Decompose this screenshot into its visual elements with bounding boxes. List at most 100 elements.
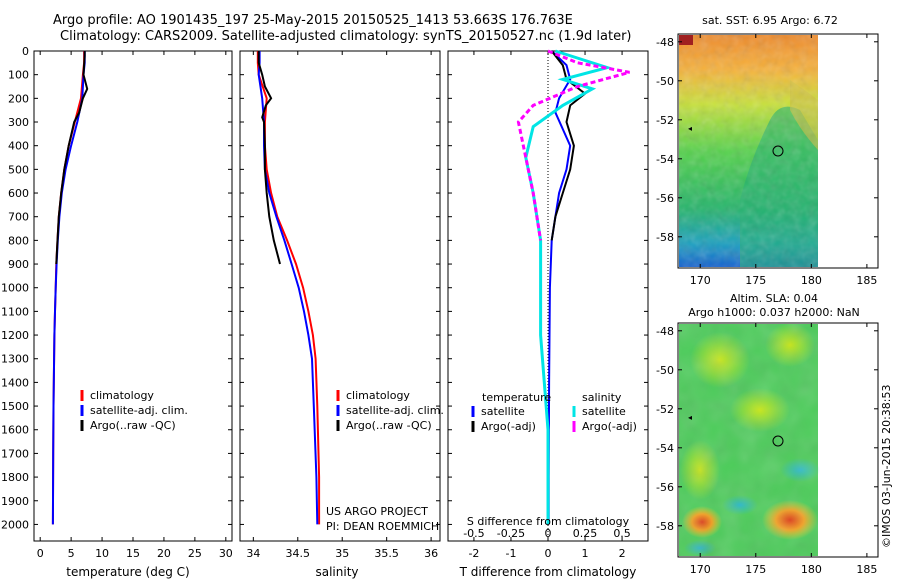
temperature-plot: 0 5 10 15 20 25 30 climatology satellite-adj. cl…: [34, 50, 233, 560]
map-x-tick-label: 170: [690, 274, 711, 287]
map-y-tick-label: -52: [656, 403, 674, 416]
temperature-plot-frame: [33, 50, 233, 542]
map-y-tick-label: -50: [656, 75, 674, 88]
x-tick-label: 34.5: [286, 547, 311, 560]
sla-map-small-marker: ◂: [688, 413, 692, 422]
depth-tick-label: 100: [8, 69, 29, 82]
map-y-tick-label: -54: [656, 153, 674, 166]
map-x-tick-label: 185: [856, 563, 877, 576]
temperature-xlabel: temperature (deg C): [66, 565, 189, 579]
depth-tick-label: 2000: [1, 518, 29, 531]
map-y-tick-label: -50: [656, 364, 674, 377]
map-x-tick-label: 175: [745, 274, 766, 287]
series-line-salinity-satellite: [524, 49, 613, 525]
depth-tick-label: 1800: [1, 471, 29, 484]
depth-tick-labels: 0 100 200 300 400 500 600 700 800 900 1000 1100 1200…: [1, 45, 29, 531]
difference-plot: -2 -1 0 1 2 -0.5 -0.25 0 0.25 0.5 temperature salin…: [448, 49, 648, 560]
sla-noise-overlay: [679, 324, 818, 556]
legend-label: Argo(-adj): [582, 420, 637, 433]
sla-map-axes: 170 175 180 185 -48 -50 -52 -54 -56 -58: [656, 323, 878, 576]
map-y-tick-label: -58: [656, 231, 674, 244]
legend-label: satellite: [481, 405, 525, 418]
t-tick-label: -2: [468, 547, 479, 560]
depth-tick-label: 600: [8, 187, 29, 200]
legend-label: satellite-adj. clim.: [90, 404, 188, 417]
sst-map-axes: 170 175 180 185 -48 -50 -52 -54 -56 -58: [656, 34, 878, 287]
map-y-tick-label: -48: [656, 325, 674, 338]
sst-map-field: [679, 35, 818, 268]
series-line-satellite-adj-clim-: [257, 51, 319, 525]
legend-label: Argo(..raw -QC): [90, 419, 176, 432]
depth-tick-label: 700: [8, 211, 29, 224]
map-y-tick-label: -54: [656, 442, 674, 455]
map-y-tick-label: -56: [656, 481, 674, 494]
x-tick-label: 0: [37, 547, 44, 560]
depth-tick-label: 1300: [1, 353, 29, 366]
map-y-tick-label: -56: [656, 192, 674, 205]
x-tick-label: 36: [424, 547, 438, 560]
map-y-tick-label: -52: [656, 114, 674, 127]
map-x-tick-label: 170: [690, 563, 711, 576]
map-y-tick-label: -48: [656, 36, 674, 49]
salinity-xlabel: salinity: [315, 565, 358, 579]
figure-title-line2: Climatology: CARS2009. Satellite-adjuste…: [60, 29, 632, 44]
project-annotation-line2: PI: DEAN ROEMMICH: [326, 520, 439, 533]
map-x-tick-label: 175: [745, 563, 766, 576]
s-difference-label: S difference from climatology: [467, 515, 630, 528]
legend-label: satellite-adj. clim.: [346, 404, 444, 417]
series-line-argo-raw-qc-: [55, 51, 89, 265]
salinity-plot-frame: [239, 50, 441, 542]
map-x-tick-label: 180: [801, 563, 822, 576]
sla-map-title-line2: Argo h1000: 0.037 h2000: NaN: [688, 306, 860, 319]
depth-tick-label: 1400: [1, 376, 29, 389]
legend-label: climatology: [90, 389, 154, 402]
series-line-temperature-argo-adj-: [550, 50, 587, 241]
series-line-argo-raw-qc-: [257, 51, 281, 265]
x-tick-label: 30: [219, 547, 233, 560]
map-x-tick-label: 185: [856, 274, 877, 287]
t-difference-xlabel: T difference from climatology: [459, 565, 637, 579]
series-line-temperature-satellite: [547, 50, 572, 525]
depth-tick-label: 1900: [1, 495, 29, 508]
s-tick-label: -0.25: [497, 527, 525, 540]
depth-tick-label: 1700: [1, 447, 29, 460]
depth-tick-label: 1200: [1, 329, 29, 342]
depth-tick-label: 1100: [1, 305, 29, 318]
depth-tick-label: 400: [8, 140, 29, 153]
x-tick-label: 20: [157, 547, 171, 560]
t-tick-label: 1: [582, 547, 589, 560]
depth-tick-label: 1600: [1, 424, 29, 437]
sst-argo-location-marker: [772, 145, 784, 157]
x-tick-label: 10: [95, 547, 109, 560]
legend-label: satellite: [582, 405, 626, 418]
depth-tick-label: 200: [8, 92, 29, 105]
legend-label: Argo(..raw -QC): [346, 419, 432, 432]
s-tick-label: -0.5: [463, 527, 484, 540]
t-tick-label: -1: [505, 547, 516, 560]
depth-tick-label: 1500: [1, 400, 29, 413]
depth-tick-label: 300: [8, 116, 29, 129]
sla-map-title-line1: Altim. SLA: 0.04: [730, 292, 818, 305]
depth-tick-label: 1000: [1, 282, 29, 295]
s-tick-label: 0.5: [613, 527, 631, 540]
salinity-plot: 34 34.5 35 35.5 36 climatology satellite-adj. …: [240, 50, 444, 560]
t-tick-label: 0: [545, 547, 552, 560]
s-tick-label: 0: [545, 527, 552, 540]
series-line-salinity-argo-adj-: [516, 49, 630, 241]
legend-label: Argo(-adj): [481, 420, 536, 433]
map-y-tick-label: -58: [656, 520, 674, 533]
figure-title-line1: Argo profile: AO 1901435_197 25-May-2015…: [53, 13, 573, 28]
x-tick-label: 34: [246, 547, 260, 560]
depth-tick-label: 500: [8, 163, 29, 176]
sst-noise-overlay: [679, 35, 818, 267]
legend-title-temperature: temperature: [482, 391, 551, 404]
sst-map-title: sat. SST: 6.95 Argo: 6.72: [702, 14, 838, 27]
sla-map-field: [679, 323, 820, 556]
legend-title-salinity: salinity: [582, 391, 622, 404]
sst-map-small-marker: ◂: [688, 124, 692, 133]
x-tick-label: 25: [188, 547, 202, 560]
sla-argo-location-marker: [772, 435, 784, 447]
x-tick-label: 35.5: [374, 547, 399, 560]
sst-noise-patch: [679, 35, 693, 45]
